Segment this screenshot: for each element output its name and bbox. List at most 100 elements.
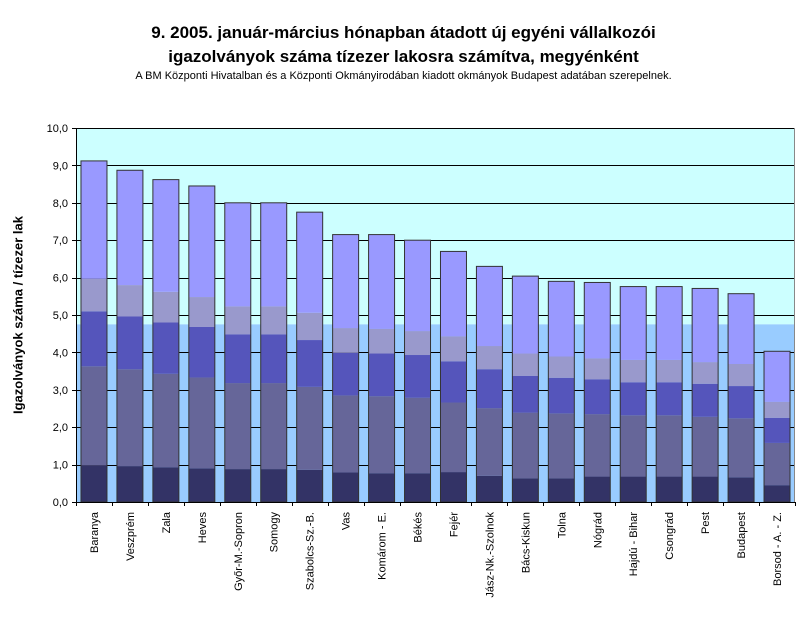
x-tick-label: Veszprém bbox=[125, 512, 137, 561]
bar-segment bbox=[116, 369, 143, 467]
bar-segment bbox=[80, 160, 107, 279]
x-tick-label: Borsod - A. - Z. bbox=[772, 512, 784, 586]
bar-segment bbox=[116, 170, 143, 286]
bar-segment bbox=[656, 476, 683, 502]
bar-segment bbox=[368, 396, 395, 474]
y-tick-label: 6,0 bbox=[53, 273, 68, 285]
bar-segment bbox=[296, 312, 323, 341]
y-tick-label: 4,0 bbox=[53, 347, 68, 359]
bar-segment bbox=[152, 467, 179, 502]
bar-segment bbox=[260, 334, 287, 384]
y-tick-label: 10,0 bbox=[47, 123, 68, 135]
bar-segment bbox=[332, 352, 359, 396]
bar-segment bbox=[692, 362, 719, 384]
bar-segment bbox=[512, 375, 539, 413]
bar-segment bbox=[368, 234, 395, 329]
chart-subtitle: A BM Központi Hivatalban és a Központi O… bbox=[135, 70, 672, 82]
bar-segment bbox=[620, 286, 647, 360]
bar-segment bbox=[548, 413, 575, 479]
bar-segment bbox=[548, 377, 575, 414]
y-tick-labels: 0,0 1,0 2,0 3,0 4,0 5,0 6,0 7,0 8,0 9,0 10,0 bbox=[47, 123, 68, 509]
x-tick-label: Tolna bbox=[556, 511, 568, 538]
x-tick-label: Vas bbox=[341, 512, 353, 531]
bar-segment bbox=[584, 476, 611, 502]
bar-segment bbox=[476, 475, 503, 502]
y-tick-label: 2,0 bbox=[53, 422, 68, 434]
bar-segment bbox=[728, 293, 755, 364]
bar-segment bbox=[584, 282, 611, 359]
bar-segment bbox=[224, 383, 251, 470]
x-tick-label: Hajdú - Bihar bbox=[628, 512, 640, 577]
bars bbox=[80, 160, 791, 503]
bar-segment bbox=[224, 202, 251, 307]
bar-segment bbox=[332, 472, 359, 502]
plot-bg-lower bbox=[76, 324, 795, 502]
x-tick-label: Bács-Kiskun bbox=[520, 512, 532, 573]
bar-segment bbox=[476, 346, 503, 370]
bar-segment bbox=[764, 401, 791, 418]
bar-segment bbox=[224, 334, 251, 384]
bar-segment bbox=[512, 353, 539, 376]
x-tick-label: Komárom - E. bbox=[377, 512, 389, 580]
bar-segment bbox=[728, 386, 755, 419]
x-tick-label: Pest bbox=[700, 512, 712, 534]
bar-segment bbox=[692, 416, 719, 477]
bar-segment bbox=[440, 472, 467, 502]
bar-segment bbox=[656, 359, 683, 383]
bar-segment bbox=[80, 311, 107, 367]
bar-segment bbox=[116, 316, 143, 370]
bar-segment bbox=[80, 465, 107, 502]
bar-segment bbox=[764, 442, 791, 486]
bar-segment bbox=[404, 240, 431, 332]
bar-segment bbox=[512, 276, 539, 354]
x-tick-label: Békés bbox=[413, 512, 425, 543]
bar-segment bbox=[476, 266, 503, 347]
bar-segment bbox=[152, 373, 179, 468]
bar-segment bbox=[548, 281, 575, 357]
bar-segment bbox=[188, 297, 215, 327]
y-tick-label: 5,0 bbox=[53, 310, 68, 322]
bar-segment bbox=[188, 468, 215, 502]
bar-segment bbox=[188, 377, 215, 469]
bar-segment bbox=[80, 366, 107, 466]
x-tick-label: Somogy bbox=[269, 512, 281, 553]
bar-segment bbox=[584, 414, 611, 477]
x-tick-label: Heves bbox=[197, 512, 209, 544]
bar-segment bbox=[728, 477, 755, 502]
bar-segment bbox=[332, 395, 359, 473]
bar-segment bbox=[548, 478, 575, 502]
bar-segment bbox=[656, 286, 683, 360]
chart-title-line-2: igazolványok száma tízezer lakosra számí… bbox=[168, 47, 639, 66]
axes bbox=[72, 128, 796, 506]
bar-segment bbox=[116, 285, 143, 317]
y-tick-label: 9,0 bbox=[53, 160, 68, 172]
bar-segment bbox=[296, 469, 323, 502]
bar-segment bbox=[764, 417, 791, 443]
bar-segment bbox=[620, 476, 647, 502]
bar-segment bbox=[368, 473, 395, 502]
bar-segment bbox=[224, 469, 251, 502]
bar-segment bbox=[404, 331, 431, 356]
bar-segment bbox=[764, 351, 791, 402]
bar-segment bbox=[728, 418, 755, 478]
bar-segment bbox=[260, 383, 287, 470]
bar-segment bbox=[260, 202, 287, 307]
bar-segment bbox=[476, 408, 503, 476]
bar-segment bbox=[188, 326, 215, 378]
bar-segment bbox=[368, 328, 395, 354]
bar-segment bbox=[152, 322, 179, 374]
bar-segment bbox=[404, 355, 431, 398]
bar-segment bbox=[80, 278, 107, 312]
bar-segment bbox=[440, 251, 467, 337]
bar-segment bbox=[656, 415, 683, 477]
bar-segment bbox=[620, 359, 647, 383]
bar-segment bbox=[152, 179, 179, 292]
bar-segment bbox=[404, 473, 431, 502]
x-tick-label: Zala bbox=[161, 511, 173, 533]
bar-segment bbox=[476, 369, 503, 409]
bar-segment bbox=[656, 382, 683, 416]
y-tick-label: 3,0 bbox=[53, 385, 68, 397]
y-tick-label: 8,0 bbox=[53, 198, 68, 210]
bar-segment bbox=[584, 379, 611, 415]
